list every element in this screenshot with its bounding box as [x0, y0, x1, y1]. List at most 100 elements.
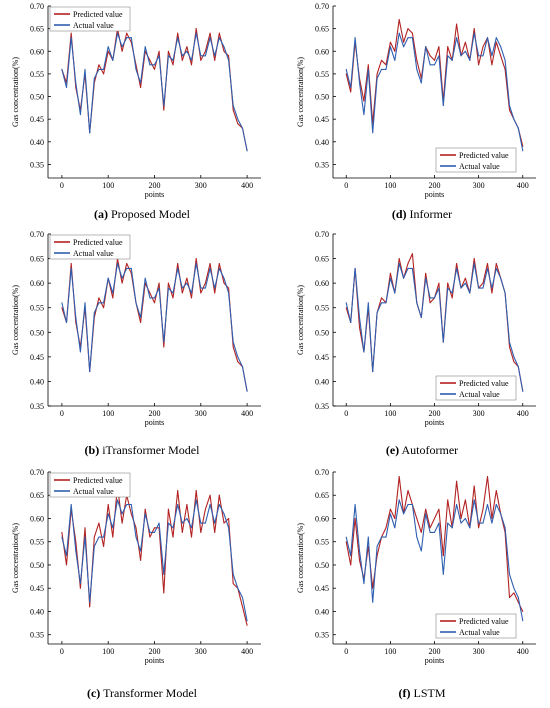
data-point-actual	[204, 287, 206, 289]
data-point-predicted	[447, 282, 449, 284]
caption-a-label: (a)	[94, 207, 108, 221]
data-point-actual	[172, 292, 174, 294]
data-point-predicted	[429, 527, 431, 529]
data-point-predicted	[389, 508, 391, 510]
data-point-actual	[509, 105, 511, 107]
data-point-predicted	[473, 28, 475, 30]
y-tick-label: 0.65	[30, 25, 44, 34]
legend-label-actual: Actual value	[73, 249, 114, 258]
data-point-actual	[191, 59, 193, 61]
y-tick-label: 0.35	[315, 402, 329, 411]
data-point-predicted	[398, 476, 400, 478]
data-point-actual	[214, 55, 216, 57]
data-point-predicted	[200, 292, 202, 294]
y-tick-label: 0.70	[30, 230, 44, 239]
data-point-actual	[103, 536, 105, 538]
x-tick-label: 0	[60, 181, 64, 190]
caption-d: (d) Informer	[322, 207, 522, 222]
caption-e-label: (e)	[385, 443, 400, 457]
data-point-predicted	[513, 361, 515, 363]
data-point-predicted	[246, 624, 248, 626]
data-point-predicted	[416, 517, 418, 519]
data-point-actual	[372, 371, 374, 373]
data-point-actual	[522, 150, 524, 152]
data-point-actual	[116, 499, 118, 501]
data-point-actual	[135, 536, 137, 538]
data-point-actual	[517, 597, 519, 599]
data-point-actual	[482, 287, 484, 289]
data-point-predicted	[61, 307, 63, 309]
data-point-actual	[486, 267, 488, 269]
data-point-actual	[112, 527, 114, 529]
data-point-actual	[84, 302, 86, 304]
legend-label-actual: Actual value	[459, 162, 500, 171]
x-axis-label: points	[425, 656, 445, 665]
caption-e: (e) Autoformer	[322, 443, 522, 458]
data-point-actual	[403, 277, 405, 279]
data-point-predicted	[363, 100, 365, 102]
x-tick-label: 400	[241, 181, 253, 190]
caption-a: (a) Proposed Model	[42, 207, 242, 222]
y-axis-label: Gas concentration(%)	[296, 57, 305, 127]
series-line-predicted	[61, 485, 248, 626]
data-point-actual	[232, 573, 234, 575]
x-tick-label: 200	[429, 647, 441, 656]
x-tick-label: 100	[102, 181, 114, 190]
data-point-predicted	[195, 28, 197, 30]
data-point-actual	[456, 37, 458, 39]
data-point-predicted	[140, 559, 142, 561]
data-point-actual	[195, 262, 197, 264]
data-point-actual	[218, 267, 220, 269]
x-tick-label: 400	[241, 647, 253, 656]
data-point-actual	[181, 287, 183, 289]
x-tick-label: 200	[429, 181, 441, 190]
data-point-actual	[209, 37, 211, 39]
data-point-actual	[517, 366, 519, 368]
data-point-actual	[358, 82, 360, 84]
caption-d-text: Informer	[409, 207, 453, 221]
data-point-actual	[121, 277, 123, 279]
data-point-predicted	[172, 64, 174, 66]
data-point-actual	[214, 522, 216, 524]
data-point-actual	[473, 262, 475, 264]
legend-label-predicted: Predicted value	[459, 617, 509, 626]
data-point-actual	[163, 105, 165, 107]
data-point-predicted	[482, 46, 484, 48]
data-point-predicted	[177, 32, 179, 34]
data-point-predicted	[500, 55, 502, 57]
data-point-predicted	[486, 262, 488, 264]
y-tick-label: 0.60	[315, 279, 329, 288]
data-point-predicted	[228, 55, 230, 57]
data-point-actual	[154, 531, 155, 533]
y-tick-label: 0.55	[30, 70, 44, 79]
data-point-actual	[495, 267, 497, 269]
data-point-predicted	[191, 297, 193, 299]
legend-label-predicted: Predicted value	[73, 238, 123, 247]
data-point-predicted	[204, 50, 206, 52]
caption-c-label: (c)	[86, 686, 101, 700]
data-point-actual	[451, 59, 453, 61]
data-point-actual	[75, 550, 77, 552]
data-point-actual	[218, 37, 220, 39]
data-point-actual	[172, 527, 174, 529]
y-tick-label: 0.65	[30, 491, 44, 500]
data-point-actual	[394, 527, 396, 529]
data-point-actual	[429, 531, 431, 533]
data-point-actual	[70, 504, 72, 506]
x-tick-label: 300	[473, 409, 485, 418]
data-point-predicted	[158, 282, 160, 284]
series-line-actual	[345, 262, 524, 392]
data-point-predicted	[121, 522, 123, 524]
data-point-actual	[420, 550, 422, 552]
data-point-predicted	[376, 73, 378, 75]
data-point-predicted	[103, 545, 105, 547]
x-tick-label: 0	[60, 409, 64, 418]
data-point-predicted	[218, 262, 220, 264]
data-point-predicted	[354, 517, 356, 519]
data-point-predicted	[228, 517, 230, 519]
y-tick-label: 0.70	[30, 2, 44, 11]
y-tick-label: 0.65	[315, 255, 329, 264]
caption-a-text: Proposed Model	[111, 207, 190, 221]
y-tick-label: 0.40	[30, 607, 44, 616]
data-point-predicted	[513, 592, 515, 594]
